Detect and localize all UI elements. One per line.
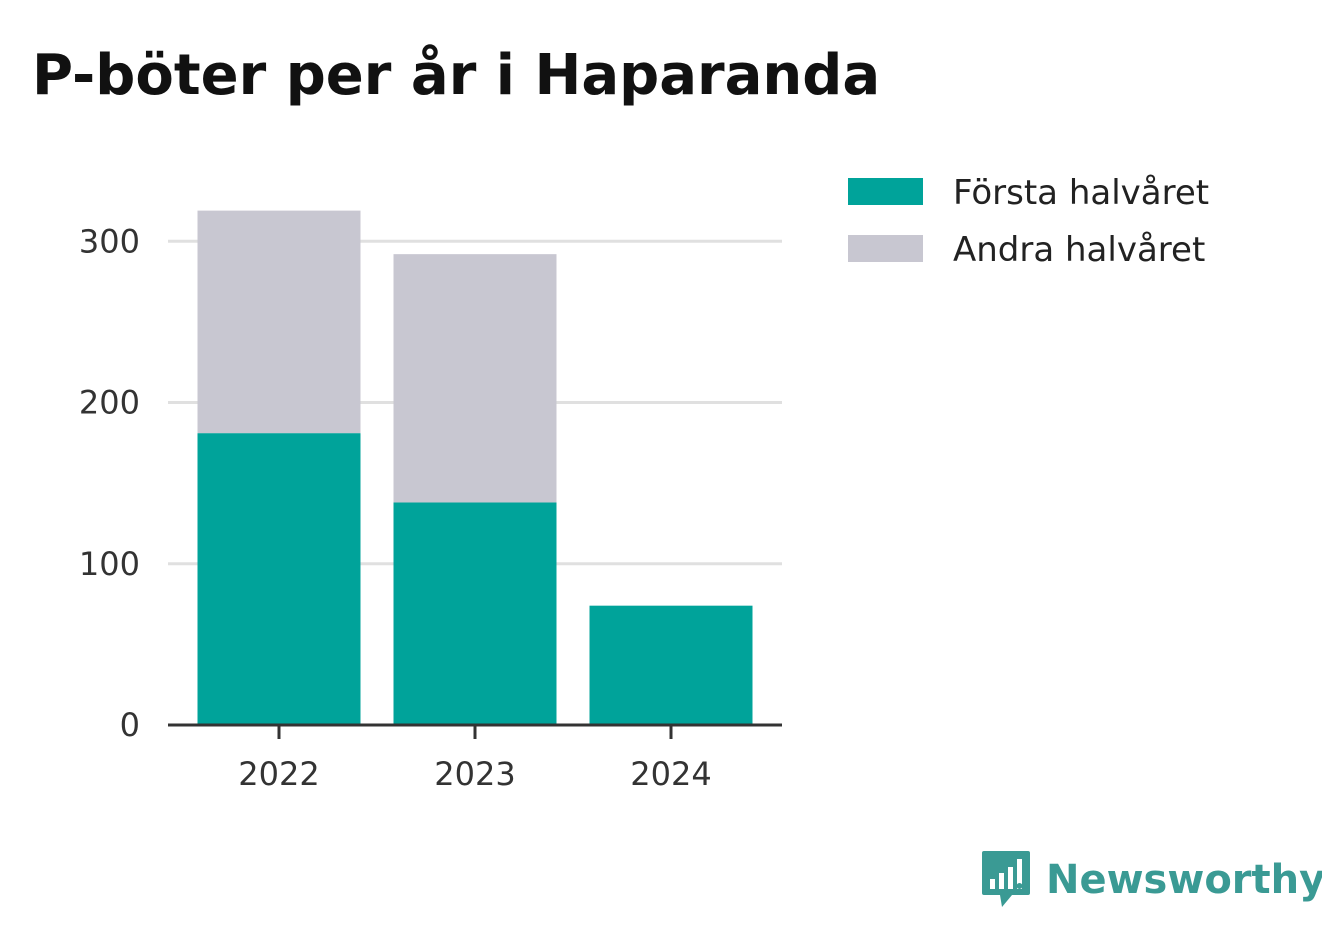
y-tick-label-0: 0 — [120, 706, 140, 744]
y-tick-label-200: 200 — [79, 384, 140, 422]
legend: Första halvåret Andra halvåret — [848, 173, 1209, 270]
bar-2024-series-1 — [589, 605, 753, 725]
newsworthy-brand: Newsworthy — [980, 848, 1322, 912]
legend-swatch-1 — [848, 178, 923, 205]
legend-swatch-2 — [848, 235, 923, 262]
bar-2022-series-1 — [197, 433, 361, 725]
bars — [197, 210, 753, 725]
brand-name: Newsworthy — [1046, 857, 1322, 903]
chart-title: P-böter per år i Haparanda — [32, 43, 881, 108]
x-tick-label-2022: 2022 — [238, 755, 319, 793]
bar-2023-series-1 — [393, 502, 557, 725]
bar-2023-series-2 — [393, 254, 557, 503]
x-tick-label-2024: 2024 — [630, 755, 711, 793]
legend-label-1: Första halvåret — [953, 173, 1209, 213]
legend-label-2: Andra halvåret — [953, 230, 1205, 270]
newsworthy-logo-icon — [982, 851, 1030, 907]
bar-2022-series-2 — [197, 210, 361, 434]
axes: 0 100 200 300 2022 2023 2024 — [79, 222, 782, 793]
y-tick-label-100: 100 — [79, 545, 140, 583]
y-tick-label-300: 300 — [79, 222, 140, 260]
x-tick-label-2023: 2023 — [434, 755, 515, 793]
